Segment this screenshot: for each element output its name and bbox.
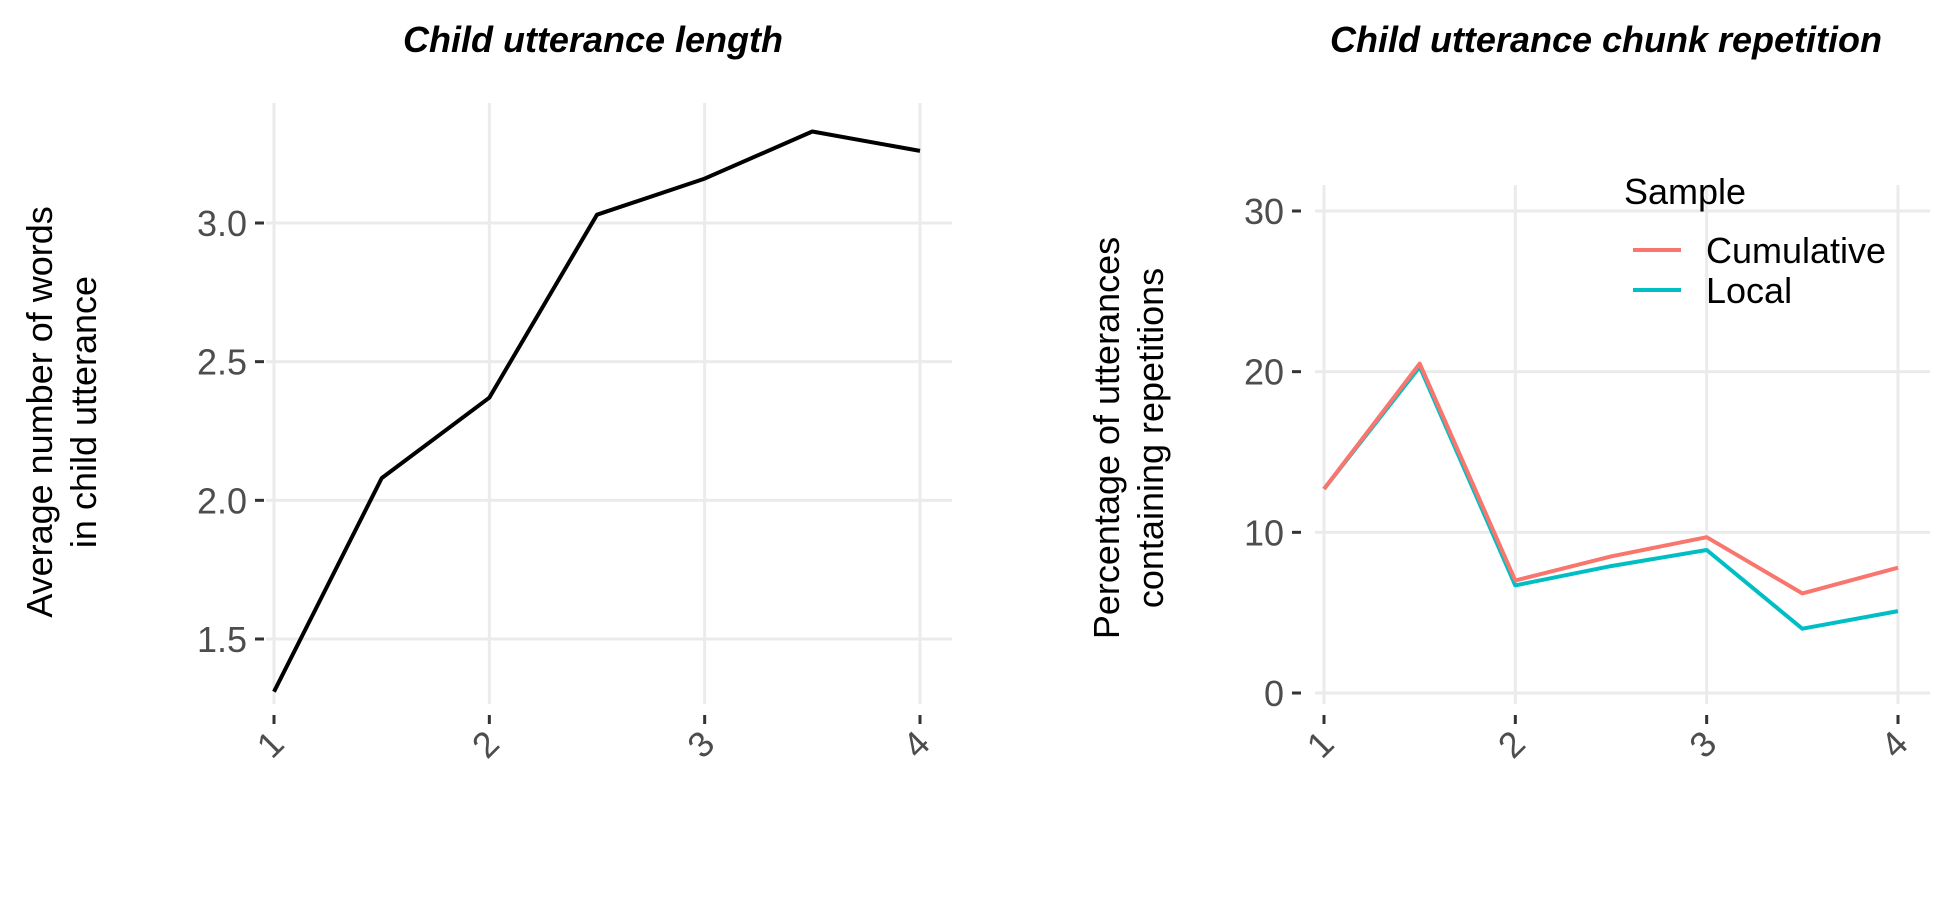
chart-title: Child utterance chunk repetition [1330,19,1882,60]
chart-title: Child utterance length [403,19,783,60]
x-tick-label: 2 [1490,723,1533,766]
series-lines [1322,361,1899,631]
x-tick-label: 1 [1299,723,1342,766]
y-tick-label: 2.0 [197,480,247,521]
y-tick-label: 2.5 [197,342,247,383]
legend-label: Cumulative [1706,230,1886,271]
series-lines [272,129,921,693]
y-tick-label: 1.5 [197,619,247,660]
x-tick-label: 2 [464,723,507,766]
legend-title: Sample [1624,171,1746,212]
y-tick-label: 20 [1244,352,1284,393]
series-line [272,129,921,693]
x-tick-label: 3 [1681,723,1724,766]
panel-utterance-length: Child utterance length Average number of… [19,19,952,766]
y-axis-label-line-2: containing repetitions [1130,268,1171,608]
panel-chunk-repetition: Child utterance chunk repetition Percent… [1086,19,1930,766]
x-tick-label: 4 [895,723,938,766]
axis-ticks: 0 10 20 30 1 2 3 4 [1244,191,1916,766]
y-axis-label-line-1: Percentage of utterances [1086,237,1127,639]
series-line-cumulative [1322,361,1899,596]
y-tick-label: 30 [1244,191,1284,232]
axis-ticks: 1.5 2.0 2.5 3.0 1 2 3 4 [197,203,938,766]
x-tick-label: 3 [679,723,722,766]
x-tick-label: 1 [249,723,292,766]
y-axis-label-line-1: Average number of words [19,206,60,618]
y-tick-label: 10 [1244,512,1284,553]
y-axis-label-line-2: in child utterance [63,276,104,548]
legend-label: Local [1706,270,1792,311]
x-tick-label: 4 [1873,723,1916,766]
gridlines [266,103,952,704]
y-tick-label: 3.0 [197,203,247,244]
y-tick-label: 0 [1264,673,1284,714]
